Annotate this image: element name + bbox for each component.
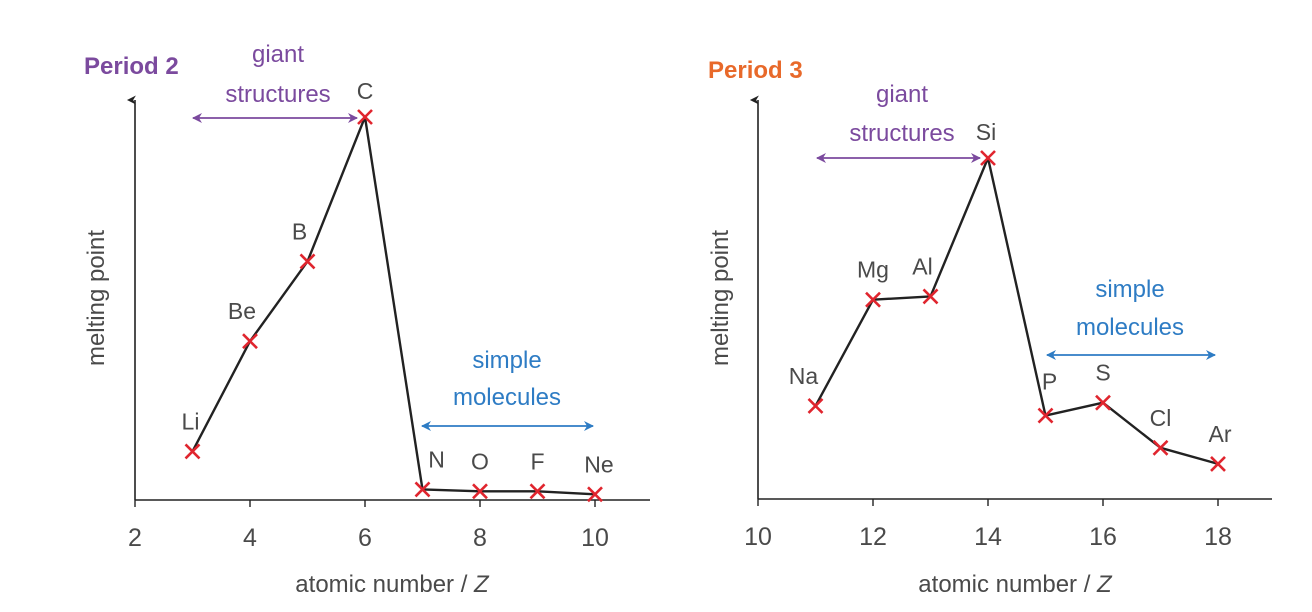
point-label: N xyxy=(428,446,445,472)
point-label: Cl xyxy=(1150,405,1172,431)
annotation-simple-molecules: simple molecules xyxy=(421,347,594,431)
annotation-giant-structures: giant structures xyxy=(192,41,358,123)
period-3-chart: Period 3 10 12 14 16 18 melting point atomic nu… xyxy=(707,57,1272,598)
data-point-p xyxy=(1037,407,1054,424)
annotation-text: molecules xyxy=(1076,314,1184,341)
data-point-cl xyxy=(1152,439,1169,456)
data-point-n xyxy=(414,481,431,498)
data-point-al xyxy=(922,288,939,305)
period-2-chart: Period 2 2 4 6 8 10 melting point atomic number… xyxy=(83,41,650,598)
data-point-f xyxy=(529,483,546,500)
x-tick-label: 12 xyxy=(859,523,887,551)
x-tick-label: 14 xyxy=(974,523,1002,551)
x-tick-label: 18 xyxy=(1204,523,1232,551)
chart-title: Period 3 xyxy=(708,57,803,84)
annotation-giant-structures: giant structures xyxy=(816,81,981,163)
data-point-s xyxy=(1095,394,1111,411)
y-axis-label: melting point xyxy=(707,230,734,366)
x-tick-label: 10 xyxy=(581,524,609,552)
chart-title: Period 2 xyxy=(84,53,179,80)
point-label: Li xyxy=(182,408,200,434)
data-line xyxy=(814,156,1219,466)
data-point-o xyxy=(472,483,488,500)
x-tick-label: 2 xyxy=(128,524,142,552)
data-point-si xyxy=(980,150,996,166)
x-tick-label: 4 xyxy=(243,524,257,552)
point-label: B xyxy=(292,218,307,244)
point-label: Be xyxy=(228,298,256,324)
point-label: Ne xyxy=(584,451,613,477)
point-label: S xyxy=(1095,360,1110,386)
point-label: Al xyxy=(912,253,932,279)
point-label: F xyxy=(530,448,544,474)
data-point-c xyxy=(357,109,373,125)
x-tick-label: 6 xyxy=(358,524,372,552)
x-axis-label: atomic number / Z xyxy=(918,571,1113,598)
data-line xyxy=(191,115,596,496)
data-point-b xyxy=(299,253,316,270)
annotation-text: giant xyxy=(876,81,928,108)
x-tick-label: 10 xyxy=(744,523,772,551)
point-label: O xyxy=(471,448,489,474)
point-label: C xyxy=(357,78,374,104)
data-point-mg xyxy=(865,291,881,308)
data-point-ne xyxy=(587,486,603,503)
point-label: Mg xyxy=(857,257,889,283)
point-label: P xyxy=(1042,369,1057,395)
annotation-text: giant xyxy=(252,41,304,68)
data-point-na xyxy=(807,398,824,414)
x-tick-label: 16 xyxy=(1089,523,1117,551)
annotation-simple-molecules: simple molecules xyxy=(1046,276,1216,360)
annotation-text: structures xyxy=(225,81,330,108)
point-label: Si xyxy=(976,119,996,145)
annotation-text: simple xyxy=(472,347,541,374)
data-point-li xyxy=(184,443,201,460)
point-label: Na xyxy=(789,363,819,389)
y-axis-label: melting point xyxy=(83,230,110,366)
point-label: Ar xyxy=(1209,421,1232,447)
x-axis-label: atomic number / Z xyxy=(295,571,490,598)
annotation-text: molecules xyxy=(453,384,561,411)
data-point-be xyxy=(242,333,258,350)
annotation-text: structures xyxy=(849,120,954,147)
data-point-ar xyxy=(1210,455,1226,472)
annotation-text: simple xyxy=(1095,276,1164,303)
x-tick-label: 8 xyxy=(473,524,487,552)
